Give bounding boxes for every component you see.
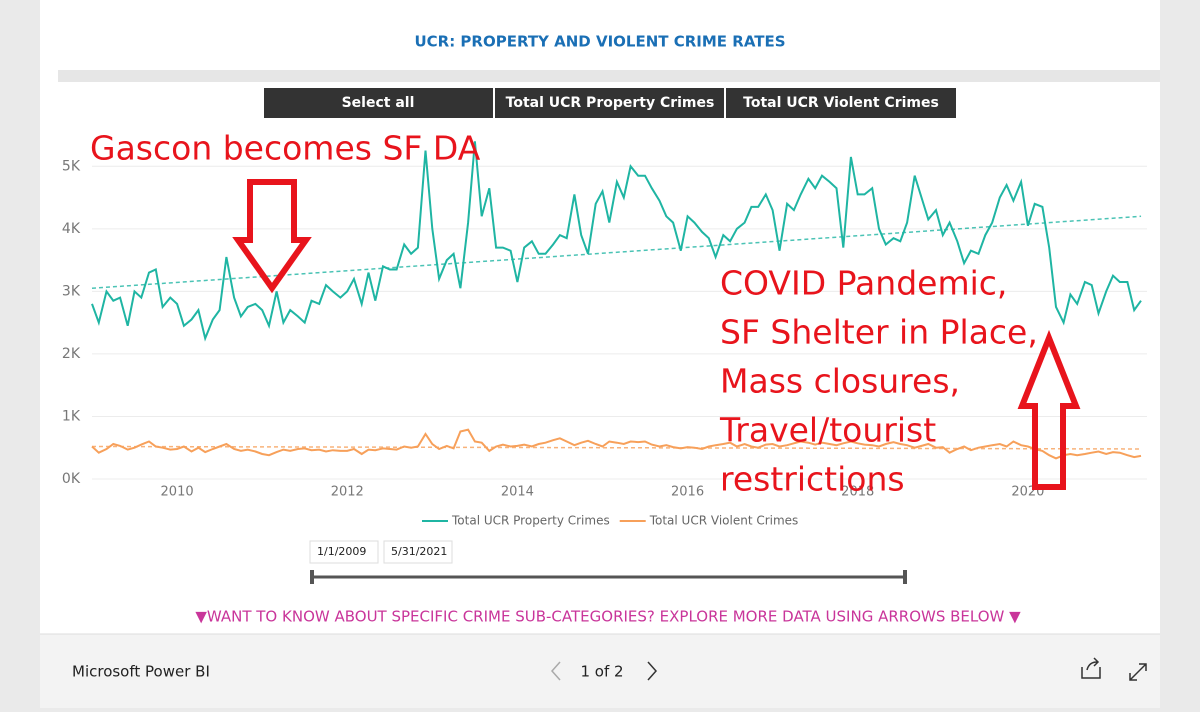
x-tick-label: 2016 [671, 485, 704, 500]
annotation-line: SF Shelter in Place, [720, 313, 1038, 352]
next-page[interactable] [647, 661, 658, 681]
x-tick-label: 2012 [331, 485, 364, 500]
page-indicator: 1 of 2 [580, 663, 623, 681]
annotation-line: restrictions [720, 460, 905, 499]
date-label: 5/31/2021 [391, 545, 447, 558]
annotation-line: COVID Pandemic, [720, 264, 1007, 303]
button[interactable] [726, 88, 956, 118]
legend-label: Total UCR Property Crimes [451, 514, 610, 528]
y-tick-label: 0K [62, 471, 81, 487]
report-title: UCR: PROPERTY AND VIOLENT CRIME RATES [414, 33, 785, 51]
header-band [58, 70, 1160, 82]
date-input[interactable] [309, 540, 379, 564]
legend-label: Total UCR Violent Crimes [649, 514, 799, 528]
button[interactable] [495, 88, 724, 118]
x-tick-label: 2018 [841, 485, 874, 500]
annotation-line: Mass closures, [720, 362, 960, 401]
y-tick-label: 5K [62, 158, 81, 174]
y-tick-label: 1K [62, 408, 81, 424]
y-tick-label: 3K [62, 283, 81, 299]
arrow-down [232, 179, 312, 294]
fullscreen-icon[interactable] [1129, 663, 1147, 681]
series-line [91, 141, 1142, 342]
annotation: Gascon becomes SF DA [90, 129, 481, 168]
y-tick-label: 2K [62, 346, 81, 362]
date-label: 1/1/2009 [317, 545, 366, 558]
brand: Microsoft Power BI [72, 663, 210, 681]
x-tick-label: 2014 [501, 485, 534, 500]
button-label: Total UCR Violent Crimes [743, 95, 939, 111]
date-input[interactable] [383, 540, 453, 564]
arrow-up [1017, 329, 1081, 490]
bottom-bar [40, 634, 1160, 708]
annotation-line: Travel/tourist [719, 411, 936, 450]
series-line [91, 428, 1142, 460]
button[interactable] [264, 88, 493, 118]
x-tick-label: 2010 [161, 485, 194, 500]
y-tick-label: 4K [62, 221, 81, 237]
button-label: Total UCR Property Crimes [506, 95, 715, 111]
footer-note: ▼WANT TO KNOW ABOUT SPECIFIC CRIME SUB-C… [195, 608, 1021, 626]
prev-page[interactable] [550, 661, 561, 681]
share-icon[interactable] [1081, 657, 1101, 679]
button-label: Select all [342, 95, 415, 111]
annotation-group: COVID Pandemic, SF Shelter in Place, Mass … [719, 264, 1038, 499]
